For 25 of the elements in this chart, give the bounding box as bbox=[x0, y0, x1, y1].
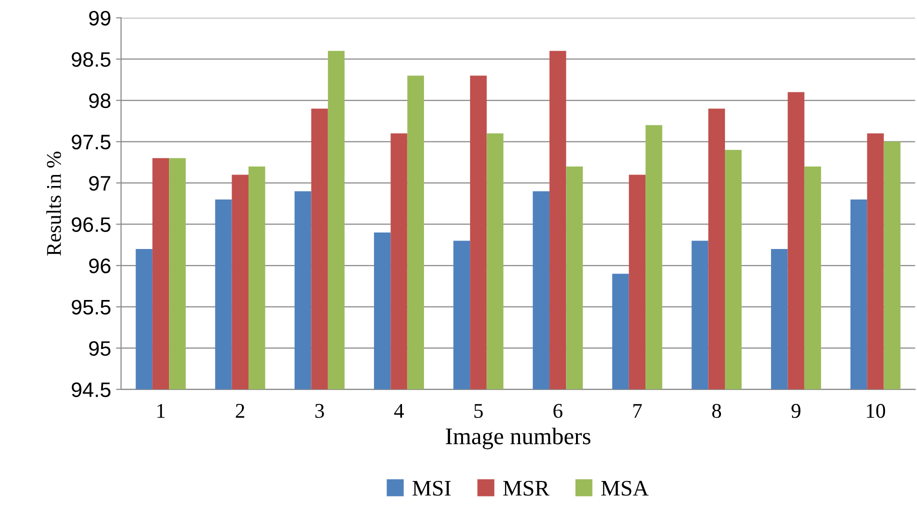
y-tick-label: 95.5 bbox=[72, 300, 110, 315]
x-tick-label: 7 bbox=[633, 404, 642, 418]
y-tick-label: 97.5 bbox=[72, 134, 110, 150]
x-tick-label: 10 bbox=[866, 404, 886, 418]
y-tick-label: 98 bbox=[89, 93, 110, 108]
x-tick-label: 3 bbox=[315, 404, 324, 418]
x-tick-label: 1 bbox=[157, 404, 165, 418]
x-tick-label: 2 bbox=[236, 404, 244, 418]
x-tick-label: 6 bbox=[554, 404, 562, 418]
y-tick-label: 94.5 bbox=[72, 382, 110, 398]
legend-label: MSA bbox=[601, 480, 649, 496]
legend-label: MSR bbox=[503, 480, 550, 496]
x-tick-label: 9 bbox=[792, 404, 800, 418]
y-tick-label: 99 bbox=[89, 10, 110, 26]
legend-label: MSI bbox=[412, 480, 451, 496]
x-tick-label: 5 bbox=[474, 404, 483, 418]
x-tick-label: 4 bbox=[394, 404, 404, 418]
y-tick-label: 95 bbox=[89, 341, 110, 356]
x-axis-title: Image numbers bbox=[446, 428, 590, 450]
y-tick-label: 96.5 bbox=[72, 217, 110, 232]
y-tick-label: 97 bbox=[89, 176, 110, 191]
x-tick-label: 8 bbox=[712, 404, 722, 418]
y-tick-label: 98.5 bbox=[72, 52, 110, 67]
y-tick-label: 96 bbox=[89, 258, 110, 274]
y-axis-title: Results in % bbox=[46, 152, 62, 256]
